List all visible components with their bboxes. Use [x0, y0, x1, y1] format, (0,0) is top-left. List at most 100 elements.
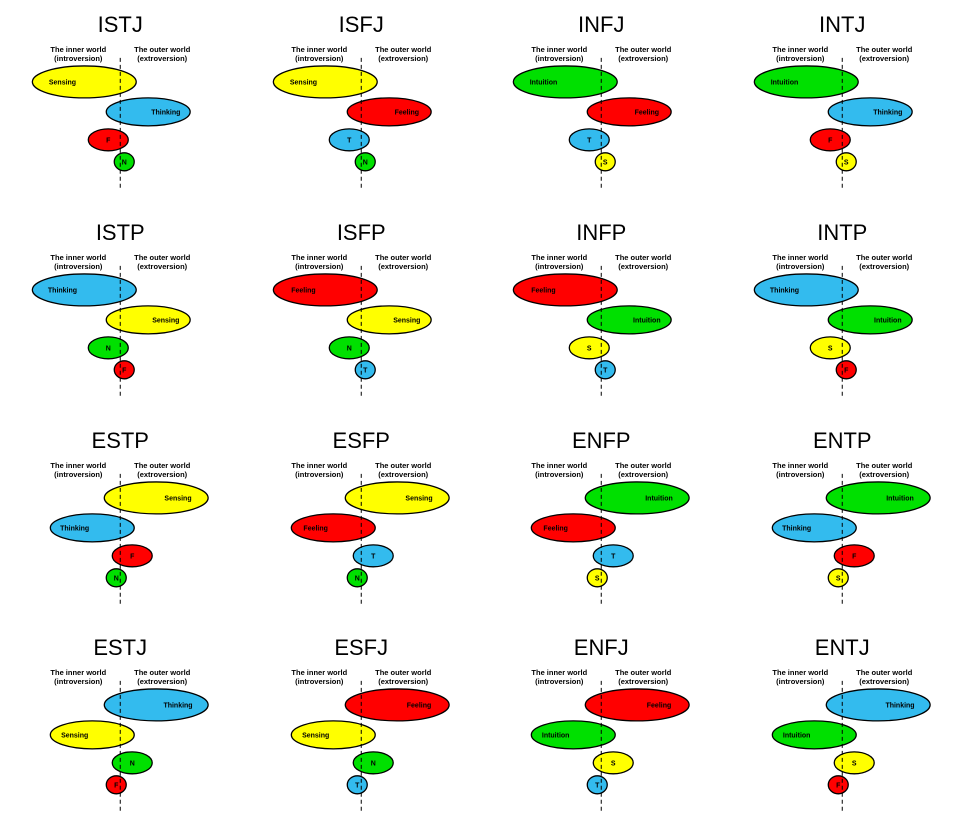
introversion-label: (introversion) — [535, 677, 584, 686]
inner-world-label: The inner world — [291, 253, 347, 262]
outer-world-label: The outer world — [375, 253, 432, 262]
extroversion-label: (extroversion) — [618, 54, 668, 63]
type-code: ESFJ — [334, 635, 388, 660]
function-label-si: Sensing — [61, 733, 88, 740]
introversion-label: (introversion) — [54, 469, 103, 478]
function-label-ne: N — [130, 761, 135, 768]
inner-world-label: The inner world — [772, 460, 828, 469]
function-label-te: Thinking — [873, 109, 902, 116]
function-label-te: T — [363, 367, 368, 374]
function-label-fe: F — [852, 553, 857, 560]
inner-world-label: The inner world — [531, 45, 587, 54]
introversion-label: (introversion) — [776, 469, 825, 478]
type-cell-entp: ENTPThe inner world(introversion)The out… — [722, 416, 962, 624]
inner-world-label: The inner world — [291, 460, 347, 469]
extroversion-label: (extroversion) — [378, 262, 428, 271]
function-label-si: S — [835, 575, 840, 582]
function-label-ne: Intuition — [886, 495, 914, 502]
function-label-fe: Feeling — [394, 109, 418, 116]
introversion-label: (introversion) — [776, 54, 825, 63]
function-label-ti: Thinking — [48, 287, 77, 294]
extroversion-label: (extroversion) — [137, 262, 187, 271]
outer-world-label: The outer world — [856, 668, 913, 677]
function-label-fi: Feeling — [543, 525, 567, 532]
function-label-si: Sensing — [49, 79, 76, 86]
function-label-fi: Feeling — [531, 287, 555, 294]
extroversion-label: (extroversion) — [137, 677, 187, 686]
type-code: ISTJ — [98, 12, 143, 37]
extroversion-label: (extroversion) — [859, 54, 909, 63]
inner-world-label: The inner world — [291, 45, 347, 54]
introversion-label: (introversion) — [295, 54, 344, 63]
function-label-te: Thinking — [151, 109, 180, 116]
function-label-ti: T — [347, 137, 352, 144]
function-label-fe: F — [130, 553, 135, 560]
extroversion-label: (extroversion) — [859, 262, 909, 271]
function-label-fi: F — [836, 783, 841, 790]
extroversion-label: (extroversion) — [618, 262, 668, 271]
extroversion-label: (extroversion) — [378, 677, 428, 686]
inner-world-label: The inner world — [531, 253, 587, 262]
inner-world-label: The inner world — [772, 253, 828, 262]
outer-world-label: The outer world — [856, 460, 913, 469]
function-label-ti: Thinking — [782, 525, 811, 532]
outer-world-label: The outer world — [615, 668, 672, 677]
type-code: ENTJ — [814, 635, 869, 660]
type-cell-entj: ENTJThe inner world(introversion)The out… — [722, 623, 962, 831]
outer-world-label: The outer world — [375, 460, 432, 469]
type-code: ENFJ — [574, 635, 629, 660]
function-label-se: S — [843, 159, 848, 166]
function-label-fi: F — [828, 137, 833, 144]
function-label-si: S — [587, 345, 592, 352]
function-label-fe: F — [122, 367, 127, 374]
function-label-si: S — [827, 345, 832, 352]
introversion-label: (introversion) — [535, 262, 584, 271]
introversion-label: (introversion) — [54, 262, 103, 271]
introversion-label: (introversion) — [295, 262, 344, 271]
introversion-label: (introversion) — [776, 262, 825, 271]
function-label-te: T — [603, 367, 608, 374]
outer-world-label: The outer world — [615, 45, 672, 54]
extroversion-label: (extroversion) — [618, 677, 668, 686]
outer-world-label: The outer world — [615, 460, 672, 469]
inner-world-label: The inner world — [50, 45, 106, 54]
function-label-ni: Intuition — [530, 79, 558, 86]
function-label-ti: T — [595, 783, 600, 790]
function-label-ne: Intuition — [874, 317, 902, 324]
function-label-ti: Thinking — [769, 287, 798, 294]
function-label-fe: Feeling — [647, 703, 671, 710]
type-cell-istj: ISTJThe inner world(introversion)The out… — [0, 0, 241, 208]
inner-world-label: The inner world — [772, 45, 828, 54]
function-label-ni: N — [106, 345, 111, 352]
function-label-se: S — [611, 761, 616, 768]
function-label-te: T — [611, 553, 616, 560]
function-label-se: S — [851, 761, 856, 768]
mbti-grid: ISTJThe inner world(introversion)The out… — [0, 0, 962, 831]
introversion-label: (introversion) — [535, 54, 584, 63]
function-label-si: Sensing — [289, 79, 316, 86]
function-label-se: Sensing — [152, 317, 179, 324]
function-label-ni: Intuition — [782, 733, 810, 740]
outer-world-label: The outer world — [856, 253, 913, 262]
function-label-fi: F — [106, 137, 111, 144]
function-label-ti: Thinking — [60, 525, 89, 532]
function-label-ti: T — [587, 137, 592, 144]
function-label-ne: Intuition — [633, 317, 661, 324]
type-code: ESFP — [332, 427, 389, 452]
function-label-se: Sensing — [393, 317, 420, 324]
outer-world-label: The outer world — [134, 253, 191, 262]
outer-world-label: The outer world — [856, 45, 913, 54]
function-label-ti: T — [355, 783, 360, 790]
type-cell-estj: ESTJThe inner world(introversion)The out… — [0, 623, 241, 831]
type-cell-enfp: ENFPThe inner world(introversion)The out… — [481, 416, 722, 624]
inner-world-label: The inner world — [50, 668, 106, 677]
type-cell-infp: INFPThe inner world(introversion)The out… — [481, 208, 722, 416]
function-label-si: Sensing — [302, 733, 329, 740]
type-code: ISTP — [96, 220, 145, 245]
introversion-label: (introversion) — [776, 677, 825, 686]
type-cell-estp: ESTPThe inner world(introversion)The out… — [0, 416, 241, 624]
outer-world-label: The outer world — [615, 253, 672, 262]
function-label-se: S — [603, 159, 608, 166]
extroversion-label: (extroversion) — [859, 677, 909, 686]
type-cell-esfp: ESFPThe inner world(introversion)The out… — [241, 416, 482, 624]
